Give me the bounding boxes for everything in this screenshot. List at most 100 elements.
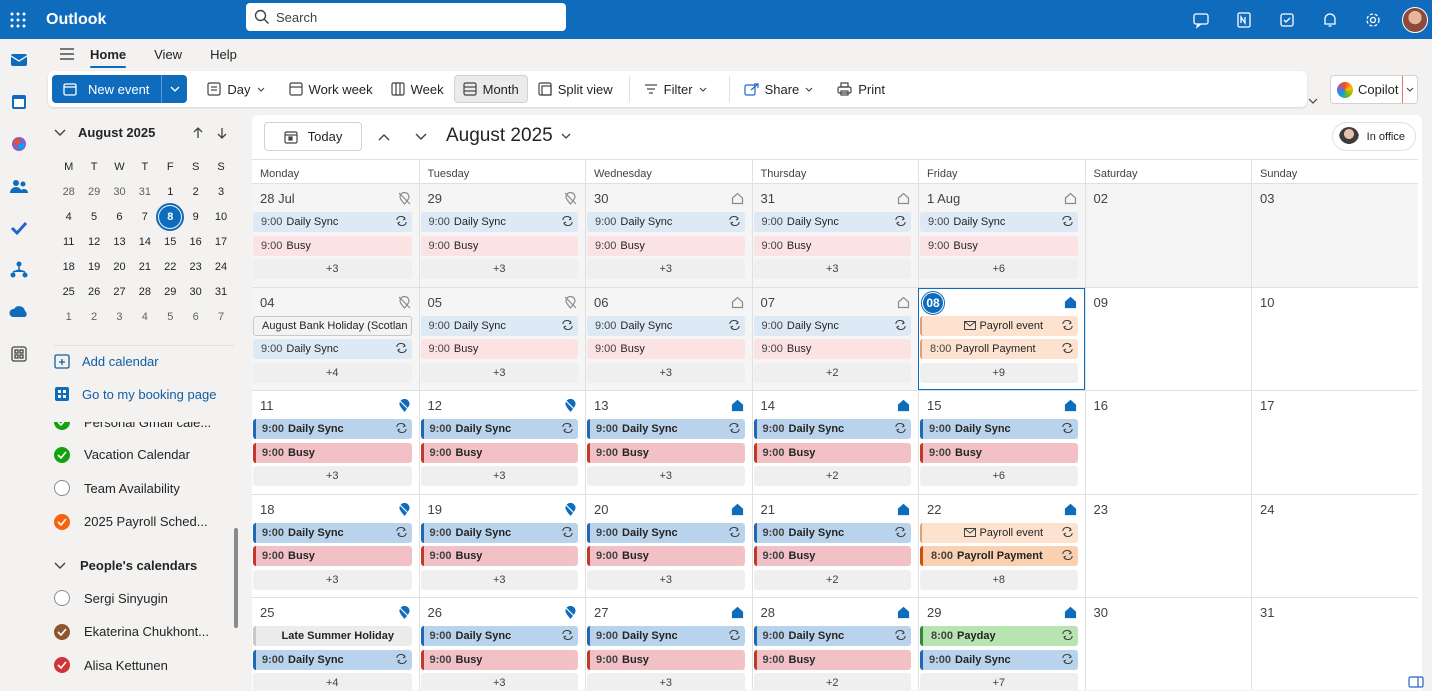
mini-calendar-day[interactable]: 1 <box>56 311 81 323</box>
mail-icon[interactable] <box>0 39 38 81</box>
today-button[interactable]: Today <box>264 122 362 151</box>
location-off-icon[interactable] <box>564 295 577 312</box>
day-number[interactable]: 21 <box>760 501 775 517</box>
filter-button[interactable]: Filter <box>636 75 721 103</box>
mini-calendar-day[interactable]: 5 <box>81 211 106 223</box>
home-icon[interactable] <box>897 606 910 622</box>
mini-calendar-day[interactable]: 2 <box>183 186 208 198</box>
mini-calendar-day[interactable]: 21 <box>132 261 157 273</box>
search-box[interactable]: Search <box>246 3 566 31</box>
mini-calendar-day[interactable]: 6 <box>183 311 208 323</box>
day-number[interactable]: 26 <box>427 605 442 620</box>
previous-month-chevron-icon[interactable] <box>378 129 390 144</box>
day-number[interactable]: 27 <box>594 605 609 620</box>
todo-icon[interactable] <box>1265 0 1308 39</box>
day-cell[interactable]: 09 <box>1084 287 1251 390</box>
day-number[interactable]: 16 <box>1093 398 1108 413</box>
month-title[interactable]: August 2025 <box>446 125 571 147</box>
week-view-button[interactable]: Week <box>383 75 452 103</box>
event-item[interactable]: 9:00 Daily Sync <box>753 419 911 439</box>
home-icon[interactable] <box>731 192 744 208</box>
event-item[interactable]: 9:00 Busy <box>420 546 578 566</box>
day-number[interactable]: 15 <box>927 398 942 413</box>
day-cell[interactable]: 31 <box>1251 598 1418 690</box>
more-events-button[interactable]: +2 <box>753 362 911 383</box>
mini-calendar-day[interactable]: 29 <box>81 186 106 198</box>
event-item[interactable]: 9:00 Daily Sync <box>253 649 412 670</box>
mini-calendar-day[interactable]: 22 <box>158 261 183 273</box>
home-icon[interactable] <box>1064 192 1077 208</box>
event-item[interactable]: 9:00 Busy <box>753 649 911 670</box>
day-cell[interactable]: 12 9:00 Daily Sync 9:00 Busy +3 <box>418 391 585 494</box>
day-cell[interactable]: 28 9:00 Daily Sync 9:00 Busy +2 <box>751 598 918 690</box>
home-icon[interactable] <box>731 606 744 622</box>
mini-calendar-title[interactable]: August 2025 <box>78 125 156 140</box>
day-number[interactable]: 20 <box>594 501 609 517</box>
mini-calendar-day[interactable]: 31 <box>208 286 233 298</box>
event-item[interactable]: 9:00 Daily Sync <box>420 212 578 232</box>
mini-calendar-day[interactable]: 20 <box>107 261 132 273</box>
peoples-calendars-header[interactable]: People's calendars <box>54 558 197 573</box>
booking-page-link[interactable]: Go to my booking page <box>54 386 216 402</box>
mini-calendar-day[interactable]: 31 <box>132 186 157 198</box>
event-item[interactable]: August Bank Holiday (Scotlan <box>253 315 412 336</box>
day-number[interactable]: 07 <box>760 294 775 310</box>
event-item[interactable]: 9:00 Busy <box>253 442 412 463</box>
event-item[interactable]: 9:00 Daily Sync <box>753 522 911 543</box>
event-item[interactable]: 9:00 Busy <box>753 546 911 566</box>
event-item[interactable]: 9:00 Daily Sync <box>253 419 412 439</box>
event-item[interactable]: 9:00 Busy <box>753 339 911 359</box>
month-view-button[interactable]: Month <box>453 75 528 103</box>
prev-month-arrow-icon[interactable] <box>186 126 210 139</box>
next-month-chevron-icon[interactable] <box>415 129 427 144</box>
day-cell[interactable]: 03 <box>1251 184 1418 287</box>
event-item[interactable]: 9:00 Busy <box>587 339 745 359</box>
mini-calendar-day[interactable]: 24 <box>208 261 233 273</box>
event-item[interactable]: 9:00 Busy <box>420 235 578 256</box>
day-cell[interactable]: 27 9:00 Daily Sync 9:00 Busy +3 <box>585 598 752 690</box>
day-number[interactable]: 28 Jul <box>260 191 295 206</box>
calendar-list-item[interactable]: Team Availability <box>54 480 180 496</box>
new-event-dropdown[interactable] <box>161 75 188 103</box>
location-off-icon[interactable] <box>564 605 577 622</box>
more-events-button[interactable]: +8 <box>920 569 1078 590</box>
more-events-button[interactable]: +4 <box>253 362 412 383</box>
day-number[interactable]: 18 <box>260 501 275 517</box>
event-item[interactable]: 9:00 Daily Sync <box>587 626 745 646</box>
more-apps-icon[interactable] <box>0 333 38 375</box>
event-item[interactable]: 9:00 Daily Sync <box>420 419 578 439</box>
todo-rail-icon[interactable] <box>0 207 38 249</box>
day-cell[interactable]: 29 9:00 Daily Sync 9:00 Busy +3 <box>418 184 585 287</box>
day-cell[interactable]: 13 9:00 Daily Sync 9:00 Busy +3 <box>585 391 752 494</box>
event-item[interactable]: 9:00 Daily Sync <box>587 315 745 336</box>
day-number[interactable]: 10 <box>1260 294 1275 310</box>
event-item[interactable]: 9:00 Daily Sync <box>753 212 911 232</box>
next-month-arrow-icon[interactable] <box>210 127 234 139</box>
event-item[interactable]: 8:00 Payroll Payment <box>920 339 1078 359</box>
event-item[interactable]: 8:00 Payday <box>920 626 1078 646</box>
day-number[interactable]: 23 <box>1093 501 1108 517</box>
more-events-button[interactable]: +7 <box>920 673 1078 690</box>
location-off-icon[interactable] <box>398 502 411 519</box>
add-calendar-link[interactable]: Add calendar <box>54 353 159 369</box>
event-item[interactable]: Payroll event <box>920 522 1078 543</box>
day-cell[interactable]: 22 Payroll event 8:00 Payroll Payment +8 <box>918 494 1085 597</box>
onedrive-icon[interactable] <box>0 291 38 333</box>
day-cell[interactable]: 10 <box>1251 287 1418 390</box>
day-number[interactable]: 04 <box>260 294 275 310</box>
location-off-icon[interactable] <box>398 605 411 622</box>
day-cell[interactable]: 29 8:00 Payday 9:00 Daily Sync +7 <box>918 598 1085 690</box>
home-icon[interactable] <box>731 296 744 312</box>
event-item[interactable]: 8:00 Payroll Payment <box>920 546 1078 566</box>
more-events-button[interactable]: +6 <box>920 466 1078 486</box>
app-name[interactable]: Outlook <box>46 10 107 28</box>
mini-calendar-day[interactable]: 14 <box>132 236 157 248</box>
home-icon[interactable] <box>1064 606 1077 622</box>
day-number[interactable]: 17 <box>1260 398 1275 413</box>
day-cell[interactable]: 15 9:00 Daily Sync 9:00 Busy +6 <box>918 391 1085 494</box>
event-item[interactable]: 9:00 Daily Sync <box>920 649 1078 670</box>
home-icon[interactable] <box>1064 399 1077 415</box>
location-off-icon[interactable] <box>564 502 577 519</box>
day-cell[interactable]: 05 9:00 Daily Sync 9:00 Busy +3 <box>418 287 585 390</box>
day-cell[interactable]: 08 Payroll event 8:00 Payroll Payment +9 <box>918 287 1085 390</box>
